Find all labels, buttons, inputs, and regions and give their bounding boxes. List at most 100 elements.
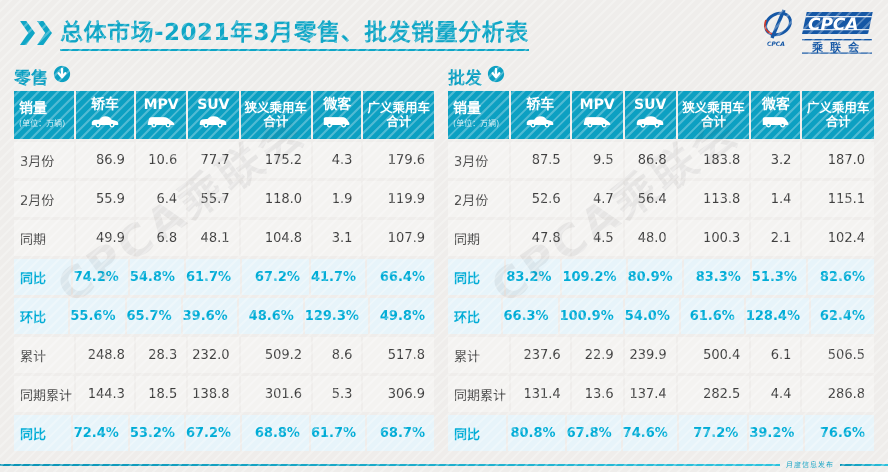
table-cell: 118.0	[240, 181, 312, 217]
suv-car-icon	[635, 113, 665, 132]
table-cell: 52.6	[510, 181, 570, 217]
unit-sub-label: (单位：万辆)	[453, 119, 500, 129]
table-cell: 3.1	[313, 220, 362, 256]
retail-header-row: 销量 (单位：万辆) 轿车 MPV SUV 狭义乘用车 合计 微客 广义乘用车 合计	[14, 91, 434, 139]
table-cell: 86.9	[75, 142, 134, 178]
retail-table: 销量 (单位：万辆) 轿车 MPV SUV 狭义乘用车 合计 微客 广义乘用车 合计 3月份 86.9…	[14, 91, 434, 451]
table-cell: 82.6%	[807, 259, 874, 295]
table-cell: 119.9	[363, 181, 434, 217]
table-cell: 129.3%	[304, 298, 368, 334]
column-label: 狭义乘用车	[244, 99, 308, 115]
table-row-环比: 环比 55.6% 65.7% 39.6% 48.6% 129.3% 49.8%	[14, 298, 434, 334]
unit-label: 销量	[19, 101, 47, 118]
table-cell: 175.2	[240, 142, 312, 178]
footer-label: 月度信息发布	[786, 461, 834, 469]
table-cell: 51.3%	[751, 259, 806, 295]
table-cell: 100.9%	[559, 298, 623, 334]
column-label: SUV	[634, 97, 667, 114]
column-header-mpv-car: MPV	[135, 91, 187, 139]
column-label: 轿车	[90, 97, 119, 114]
unit-label: 销量	[453, 101, 481, 118]
table-cell: 500.4	[677, 337, 750, 373]
table-cell: 187.0	[802, 142, 874, 178]
table-cell: 13.6	[571, 376, 623, 412]
table-row-环比: 环比 66.3% 100.9% 54.0% 61.6% 128.4% 62.4%	[448, 298, 874, 334]
table-cell: 65.7%	[126, 298, 181, 334]
row-label: 累计	[448, 337, 509, 373]
table-cell: 6.4	[135, 181, 187, 217]
wholesale-table: 销量 (单位：万辆) 轿车 MPV SUV 狭义乘用车 合计 微客 广义乘用车 合计 3月份 87.5…	[448, 91, 874, 451]
table-cell: 1.9	[313, 181, 362, 217]
table-row-3月份: 3月份 86.9 10.6 77.7 175.2 4.3 179.6	[14, 142, 434, 178]
column-header-suv-car: SUV	[188, 91, 239, 139]
table-cell: 67.2%	[185, 415, 241, 451]
sedan-car-icon	[525, 113, 555, 132]
table-cell: 104.8	[240, 220, 312, 256]
column-header-mpv-car: MPV	[571, 91, 623, 139]
column-header-sedan-car: 轿车	[510, 91, 570, 139]
table-cell: 41.7%	[310, 259, 366, 295]
table-cell: 10.6	[135, 142, 187, 178]
logo-cpca-text: CPCA	[808, 15, 859, 35]
table-cell: 86.8	[624, 142, 676, 178]
table-row-同比: 同比 83.2% 109.2% 80.9% 83.3% 51.3% 82.6%	[448, 259, 874, 295]
table-cell: 4.7	[571, 181, 623, 217]
table-cell: 18.5	[135, 376, 187, 412]
row-label: 同比	[448, 415, 507, 451]
table-cell: 3.2	[751, 142, 801, 178]
table-row-2月份: 2月份 55.9 6.4 55.7 118.0 1.9 119.9	[14, 181, 434, 217]
column-label: MPV	[579, 97, 615, 114]
column-label-line2: 合计	[263, 114, 289, 129]
table-cell: 55.7	[188, 181, 239, 217]
van-car-icon	[761, 113, 791, 132]
table-cell: 107.9	[363, 220, 434, 256]
table-cell: 72.4%	[72, 415, 128, 451]
row-label: 同比	[14, 415, 71, 451]
table-cell: 61.6%	[680, 298, 744, 334]
table-cell: 54.0%	[624, 298, 679, 334]
column-label: 微客	[761, 97, 790, 114]
column-label: 广义乘用车	[806, 99, 870, 115]
row-label: 同比	[14, 259, 71, 295]
column-label: SUV	[197, 97, 230, 114]
table-cell: 77.2%	[678, 415, 748, 451]
table-cell: 39.2%	[749, 415, 804, 451]
table-cell: 179.6	[363, 142, 434, 178]
row-label: 同期	[14, 220, 74, 256]
table-cell: 22.9	[571, 337, 623, 373]
footer-rule-left	[0, 464, 780, 466]
table-cell: 66.4%	[367, 259, 434, 295]
down-arrow-circle-icon	[487, 65, 505, 87]
table-cell: 282.5	[677, 376, 750, 412]
row-label: 环比	[448, 298, 502, 334]
column-header-van-car: 微客	[313, 91, 362, 139]
sedan-car-icon	[90, 113, 120, 132]
mpv-car-icon	[146, 113, 176, 132]
table-cell: 80.9%	[627, 259, 682, 295]
table-cell: 87.5	[510, 142, 570, 178]
table-cell: 137.4	[624, 376, 676, 412]
logo-small-text: CPCA	[767, 41, 785, 48]
row-label: 3月份	[448, 142, 509, 178]
column-label: 微客	[323, 97, 352, 114]
double-chevron-icon	[20, 21, 52, 45]
table-cell: 1.4	[751, 181, 801, 217]
table-cell: 509.2	[240, 337, 312, 373]
column-label-line2: 合计	[825, 114, 851, 129]
table-cell: 56.4	[624, 181, 676, 217]
table-cell: 100.3	[677, 220, 750, 256]
table-cell: 67.2%	[242, 259, 309, 295]
table-cell: 113.8	[677, 181, 750, 217]
table-cell: 237.6	[510, 337, 570, 373]
table-cell: 61.7%	[310, 415, 366, 451]
row-label: 2月份	[448, 181, 509, 217]
table-cell: 115.1	[802, 181, 874, 217]
van-car-icon	[322, 113, 352, 132]
table-cell: 5.3	[313, 376, 362, 412]
table-cell: 102.4	[802, 220, 874, 256]
table-row-同期累计: 同期累计 131.4 13.6 137.4 282.5 4.4 286.8	[448, 376, 874, 412]
table-cell: 61.7%	[185, 259, 241, 295]
wholesale-section-header: 批发	[448, 64, 874, 89]
table-cell: 183.8	[677, 142, 750, 178]
row-label: 同期累计	[14, 376, 74, 412]
